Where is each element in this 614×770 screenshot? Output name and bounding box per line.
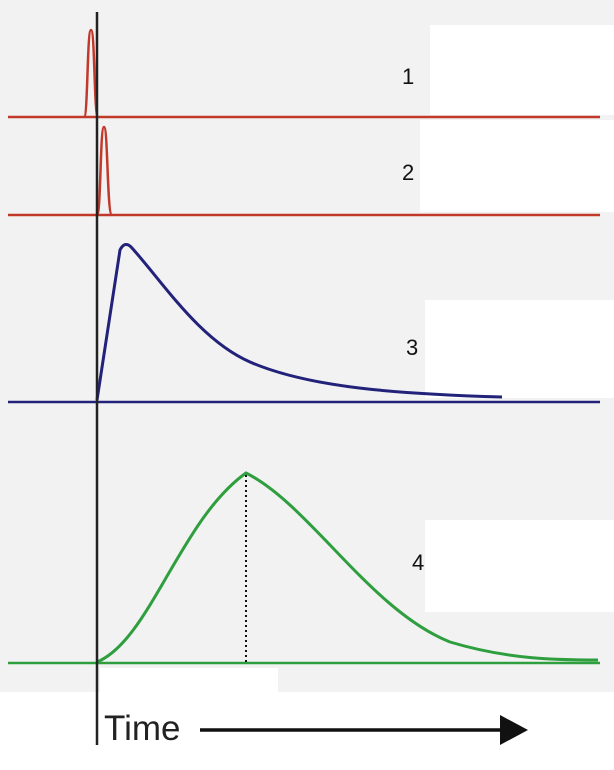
trace-2-pulse: [95, 125, 114, 217]
trace-1-pulse: [82, 28, 100, 119]
trace-4: 4: [8, 471, 600, 665]
background-panels: [0, 0, 614, 704]
time-label: Time: [104, 709, 180, 748]
trace-3-curve: [95, 243, 503, 401]
trace-3-label: 3: [406, 335, 418, 360]
trace-3: 3: [8, 243, 600, 404]
trace-1-label: 1: [402, 64, 414, 89]
axis-backdrop: [100, 668, 278, 704]
trace-2: 2: [8, 125, 600, 217]
trace-4-curve: [96, 471, 599, 664]
trace-4-label: 4: [412, 550, 424, 575]
time-arrow-head-icon: [500, 715, 528, 745]
label-backdrop-2: [420, 120, 614, 212]
label-backdrop-3: [425, 300, 614, 398]
label-backdrop-1: [430, 25, 614, 115]
trace-2-label: 2: [402, 160, 414, 185]
trace-1: 1: [8, 28, 600, 119]
label-backdrop-4: [425, 520, 614, 612]
time-axis: Time: [104, 709, 528, 748]
